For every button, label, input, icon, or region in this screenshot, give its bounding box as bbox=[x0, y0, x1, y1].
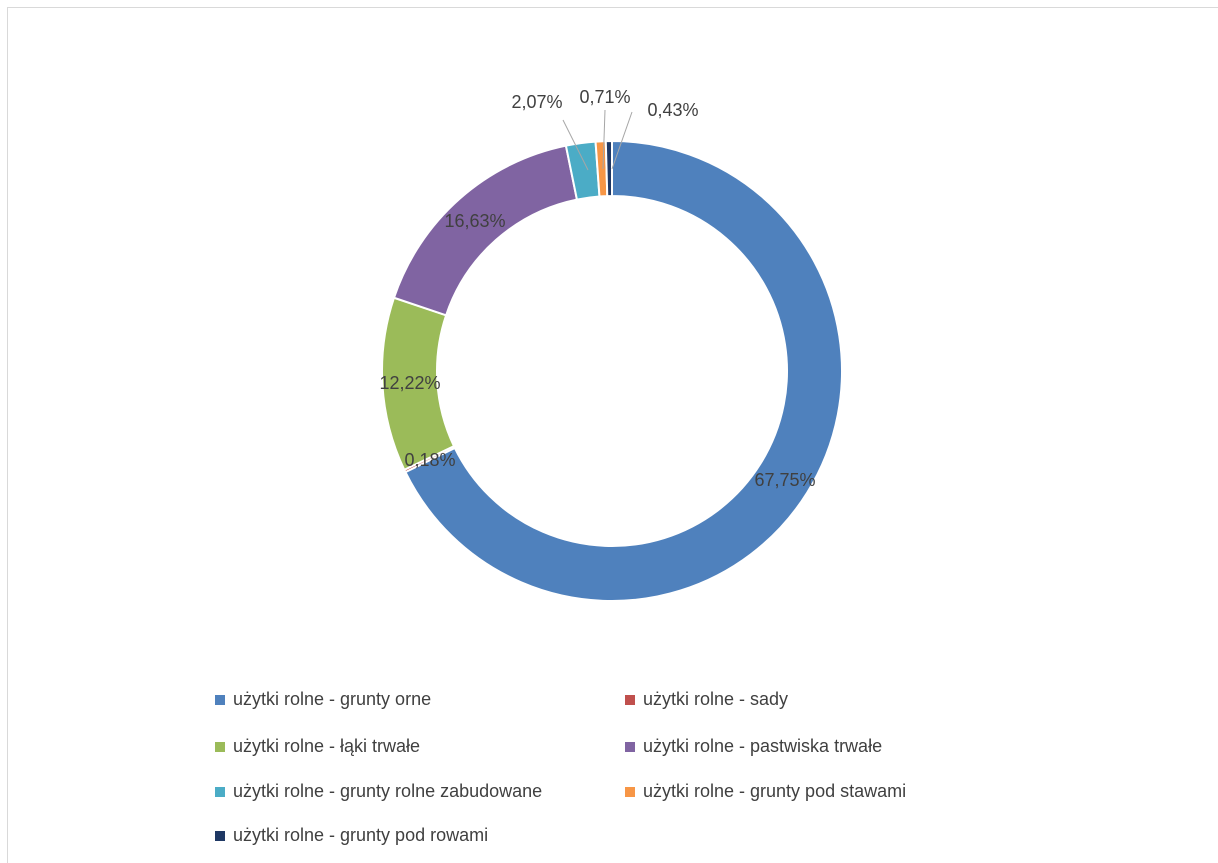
legend-label: użytki rolne - grunty pod rowami bbox=[233, 825, 488, 845]
data-label: 0,43% bbox=[647, 100, 698, 120]
legend-label: użytki rolne - sady bbox=[643, 689, 788, 709]
legend-swatch bbox=[215, 742, 225, 752]
legend-label: użytki rolne - grunty pod stawami bbox=[643, 781, 906, 801]
doughnut-slice bbox=[604, 139, 613, 198]
data-label: 67,75% bbox=[754, 470, 815, 490]
data-label: 16,63% bbox=[444, 211, 505, 231]
legend-swatch bbox=[215, 831, 225, 841]
doughnut-slice bbox=[404, 139, 843, 602]
leader-line bbox=[602, 109, 606, 170]
legend-swatch bbox=[215, 787, 225, 797]
data-label: 2,07% bbox=[511, 92, 562, 112]
data-label: 0,18% bbox=[404, 450, 455, 470]
legend-label: użytki rolne - pastwiska trwałe bbox=[643, 736, 882, 756]
data-label: 0,71% bbox=[579, 87, 630, 107]
legend-swatch bbox=[215, 695, 225, 705]
leader-line bbox=[611, 111, 633, 170]
legend-swatch bbox=[625, 787, 635, 797]
leader-line bbox=[562, 119, 589, 171]
legend-label: użytki rolne - grunty orne bbox=[233, 689, 431, 709]
legend-swatch bbox=[625, 695, 635, 705]
chart-frame bbox=[7, 7, 1218, 863]
legend-label: użytki rolne - grunty rolne zabudowane bbox=[233, 781, 542, 801]
legend-swatch bbox=[625, 742, 635, 752]
data-label: 12,22% bbox=[379, 373, 440, 393]
legend-label: użytki rolne - łąki trwałe bbox=[233, 736, 420, 756]
